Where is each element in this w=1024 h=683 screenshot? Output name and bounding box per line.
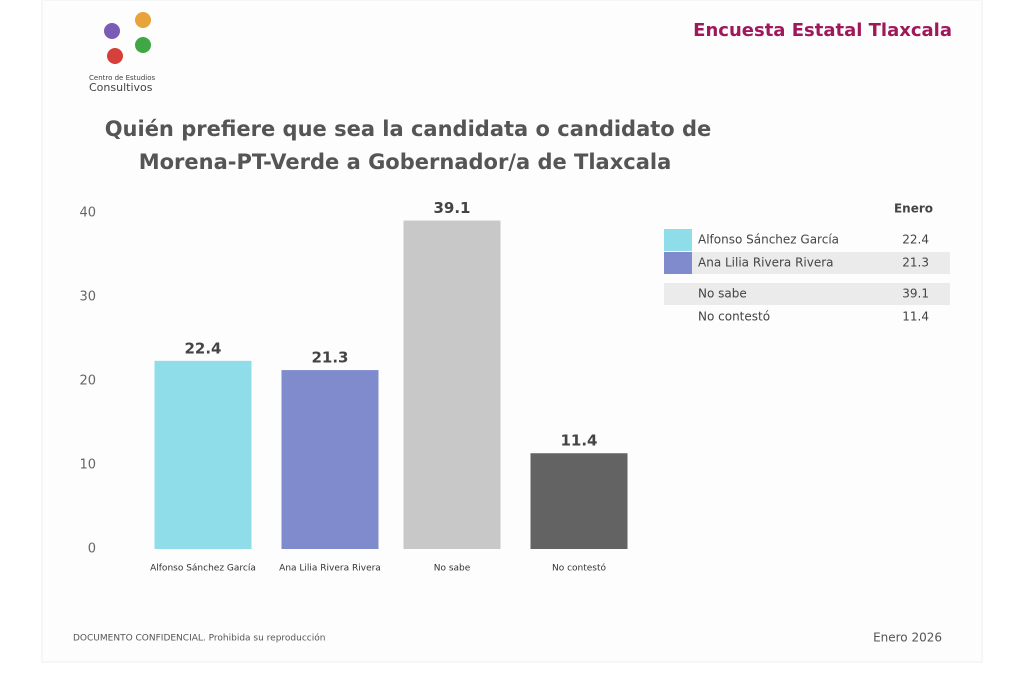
- x-tick-label: Alfonso Sánchez García: [150, 564, 256, 574]
- legend-label: No sabe: [698, 287, 747, 301]
- data-label: 11.4: [560, 432, 597, 450]
- bar: [154, 360, 252, 549]
- table-header: Enero: [894, 202, 933, 216]
- bar: [281, 370, 379, 549]
- chart-title: Quién prefiere que sea la candidata o ca…: [105, 117, 712, 141]
- logo-dot: [135, 12, 151, 28]
- data-label: 22.4: [184, 339, 221, 357]
- footer: Enero 2026: [873, 631, 942, 645]
- logo-text: Centro de Estudios: [89, 74, 156, 82]
- data-label: 21.3: [311, 349, 348, 367]
- y-tick-label: 40: [79, 206, 96, 221]
- logo-dot: [107, 48, 123, 64]
- logo-dot: [135, 37, 151, 53]
- y-tick-label: 0: [88, 542, 96, 557]
- y-tick-label: 10: [79, 458, 96, 473]
- table-row-band: [664, 252, 950, 274]
- footer: DOCUMENTO CONFIDENCIAL. Prohibida su rep…: [73, 633, 325, 644]
- logo-text: Consultivos: [89, 81, 153, 94]
- slide-panel: [41, 0, 983, 663]
- y-tick-label: 20: [79, 374, 96, 389]
- header: Encuesta Estatal Tlaxcala: [693, 20, 952, 41]
- table-row-band: [664, 283, 950, 305]
- legend-swatch: [664, 229, 692, 251]
- x-tick-label: Ana Lilia Rivera Rivera: [279, 564, 381, 574]
- legend-swatch: [664, 252, 692, 274]
- table-value: 11.4: [902, 310, 929, 324]
- chart-title: Morena-PT-Verde a Gobernador/a de Tlaxca…: [139, 150, 672, 174]
- bar: [403, 220, 501, 549]
- table-value: 21.3: [902, 256, 929, 270]
- legend-label: Alfonso Sánchez García: [698, 233, 839, 247]
- table-value: 22.4: [902, 233, 929, 247]
- legend-label: No contestó: [698, 310, 770, 324]
- logo-dot: [104, 23, 120, 39]
- x-tick-label: No contestó: [552, 563, 607, 574]
- table-value: 39.1: [902, 287, 929, 301]
- data-label: 39.1: [433, 199, 470, 217]
- y-tick-label: 30: [79, 290, 96, 305]
- bar: [530, 453, 628, 549]
- x-tick-label: No sabe: [434, 564, 471, 574]
- legend-label: Ana Lilia Rivera Rivera: [698, 256, 834, 270]
